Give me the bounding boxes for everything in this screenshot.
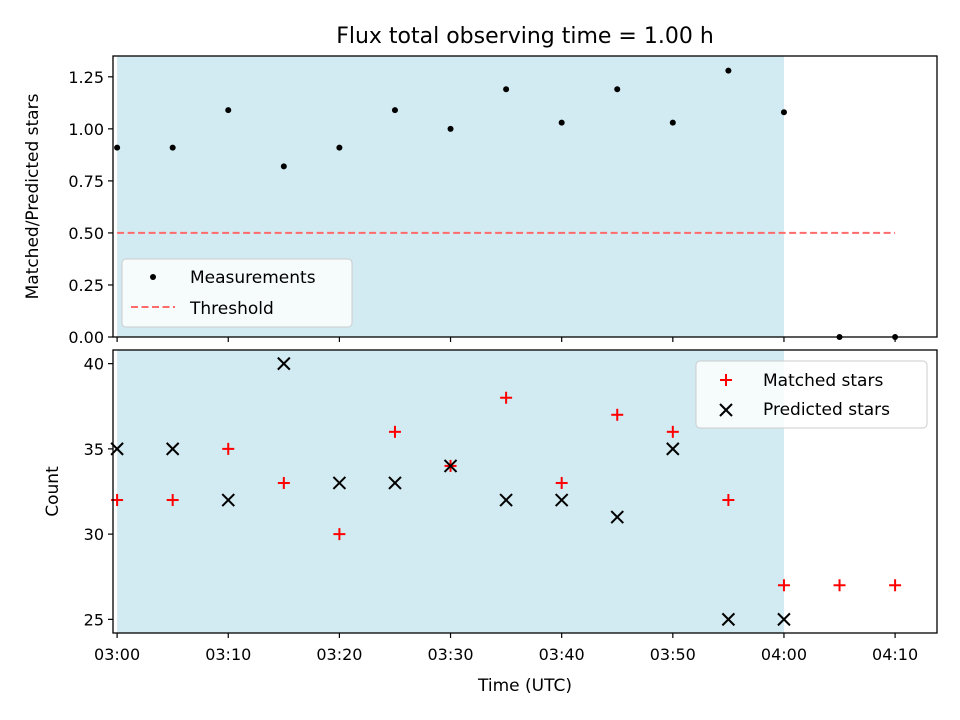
matched-stars-point — [777, 579, 790, 592]
measurement-point — [558, 119, 565, 126]
top-y-tick-label: 0.00 — [68, 328, 104, 347]
x-tick-label: 03:00 — [94, 645, 140, 664]
predicted-stars-point — [666, 442, 680, 456]
matched-stars-point — [722, 494, 735, 507]
predicted-stars-point — [554, 493, 569, 507]
predicted-stars-point — [443, 459, 458, 473]
top-y-tick-label: 1.00 — [68, 120, 104, 139]
bottom-y-tick-label: 25 — [84, 610, 104, 629]
measurement-point — [280, 163, 287, 170]
legend-threshold-label: Threshold — [189, 299, 274, 319]
x-axis-label: Time (UTC) — [477, 676, 572, 696]
x-tick-label: 03:40 — [539, 645, 585, 664]
measurement-point — [725, 67, 732, 74]
measurement-point — [391, 107, 398, 114]
bottom-axes-frame — [112, 349, 938, 634]
legend-matched-label: Matched stars — [763, 371, 883, 391]
matched-stars-point — [611, 408, 624, 421]
bottom-legend: Matched stars Predicted stars — [695, 360, 928, 429]
top-y-tick-label: 0.75 — [68, 172, 104, 191]
x-tick-label: 03:10 — [205, 645, 251, 664]
top-axes-frame — [112, 55, 938, 338]
matched-stars-point — [277, 476, 290, 489]
x-tick-label: 04:00 — [761, 645, 807, 664]
matched-stars-point — [166, 494, 179, 507]
predicted-stars-point — [610, 510, 624, 524]
bottom-panel: 25 30 35 40 03:00 03:10 03:20 03:30 03:40 03:50 0… — [43, 349, 938, 696]
measurement-point — [614, 86, 621, 93]
top-legend: Measurements Threshold — [121, 258, 353, 328]
measurement-point — [169, 144, 176, 151]
bottom-y-tick-label: 40 — [84, 355, 104, 374]
matched-stars-point — [388, 425, 401, 438]
x-tick-label: 03:50 — [650, 645, 696, 664]
top-y-tick-label: 1.25 — [68, 68, 104, 87]
measurement-point — [447, 125, 454, 132]
predicted-stars-point — [221, 493, 235, 507]
matched-stars-point — [833, 579, 846, 592]
measurement-point — [336, 144, 343, 151]
x-tick-label: 03:20 — [316, 645, 362, 664]
bottom-y-tick-label: 35 — [84, 440, 104, 459]
x-tick-label: 03:30 — [427, 645, 473, 664]
legend-predicted-marker — [719, 403, 733, 417]
chart-title: Flux total observing time = 1.00 h — [336, 24, 714, 49]
x-tick-label: 04:10 — [872, 645, 918, 664]
measurement-point — [225, 107, 232, 114]
bottom-y-tick-label: 30 — [84, 525, 104, 544]
bottom-y-axis-label: Count — [43, 466, 63, 517]
measurement-point — [114, 144, 121, 151]
measurement-point — [780, 109, 787, 116]
matched-stars-point — [222, 442, 235, 455]
measurement-point — [503, 86, 510, 93]
top-panel: 0.00 0.25 0.50 0.75 1.00 1.25 Matched/Predict… — [23, 55, 938, 347]
measurement-point — [669, 119, 676, 126]
legend-predicted-label: Predicted stars — [763, 400, 890, 420]
matched-stars-point — [666, 425, 679, 438]
legend-measurements-marker — [150, 274, 156, 280]
matched-stars-point — [500, 391, 513, 404]
top-y-tick-label: 0.25 — [68, 276, 104, 295]
predicted-stars-point — [332, 476, 347, 490]
predicted-stars-point — [165, 442, 180, 456]
predicted-stars-point — [499, 493, 513, 507]
predicted-stars-point — [721, 612, 736, 627]
legend-matched-marker — [720, 374, 732, 386]
legend-measurements-label: Measurements — [190, 268, 316, 288]
predicted-stars-point — [777, 612, 791, 627]
matched-stars-point — [889, 579, 902, 592]
predicted-stars-point — [388, 476, 402, 490]
matched-stars-point — [555, 476, 568, 489]
top-y-tick-label: 0.50 — [68, 224, 104, 243]
top-y-axis-label: Matched/Predicted stars — [23, 93, 43, 299]
matched-stars-point — [333, 528, 346, 541]
predicted-stars-point — [277, 356, 291, 371]
bottom-shaded-span — [117, 350, 784, 633]
